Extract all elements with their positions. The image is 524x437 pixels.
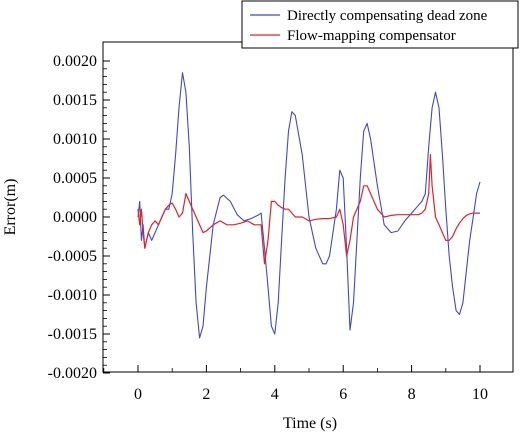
y-axis: 0.0020 0.0015 0.0010 0.0005 0.0000 -0.0005 -0.… bbox=[48, 53, 110, 382]
x-tick-label: 8 bbox=[408, 386, 416, 403]
legend-box bbox=[241, 0, 519, 49]
x-tick-label: 6 bbox=[339, 386, 347, 403]
x-axis: 0 2 4 6 8 10 bbox=[103, 365, 488, 403]
y-tick-label: 0.0005 bbox=[53, 170, 97, 187]
y-tick-label: 0.0010 bbox=[53, 131, 97, 148]
series-line-1 bbox=[137, 154, 480, 265]
y-tick-label: -0.0010 bbox=[48, 287, 97, 304]
x-tick-label: 0 bbox=[134, 386, 142, 403]
y-tick-label: -0.0020 bbox=[48, 365, 97, 382]
series-line-0 bbox=[137, 72, 481, 339]
x-tick-label: 2 bbox=[202, 386, 210, 403]
series-layer bbox=[137, 72, 481, 339]
x-tick-label: 4 bbox=[271, 386, 279, 403]
x-axis-label: Time (s) bbox=[283, 415, 337, 432]
y-tick-label: -0.0015 bbox=[48, 326, 97, 343]
x-tick-label: 10 bbox=[472, 386, 488, 403]
legend-label-series-1: Flow-mapping compensator bbox=[287, 28, 456, 44]
legend: Directly compensating dead zone Flow-map… bbox=[241, 0, 519, 49]
y-axis-label: Error(m) bbox=[2, 179, 19, 236]
y-tick-label: 0.0020 bbox=[53, 53, 97, 70]
y-tick-label: -0.0005 bbox=[48, 248, 97, 265]
y-tick-label: 0.0000 bbox=[53, 209, 97, 226]
y-tick-label: 0.0015 bbox=[53, 92, 97, 109]
legend-label-series-0: Directly compensating dead zone bbox=[287, 8, 488, 24]
